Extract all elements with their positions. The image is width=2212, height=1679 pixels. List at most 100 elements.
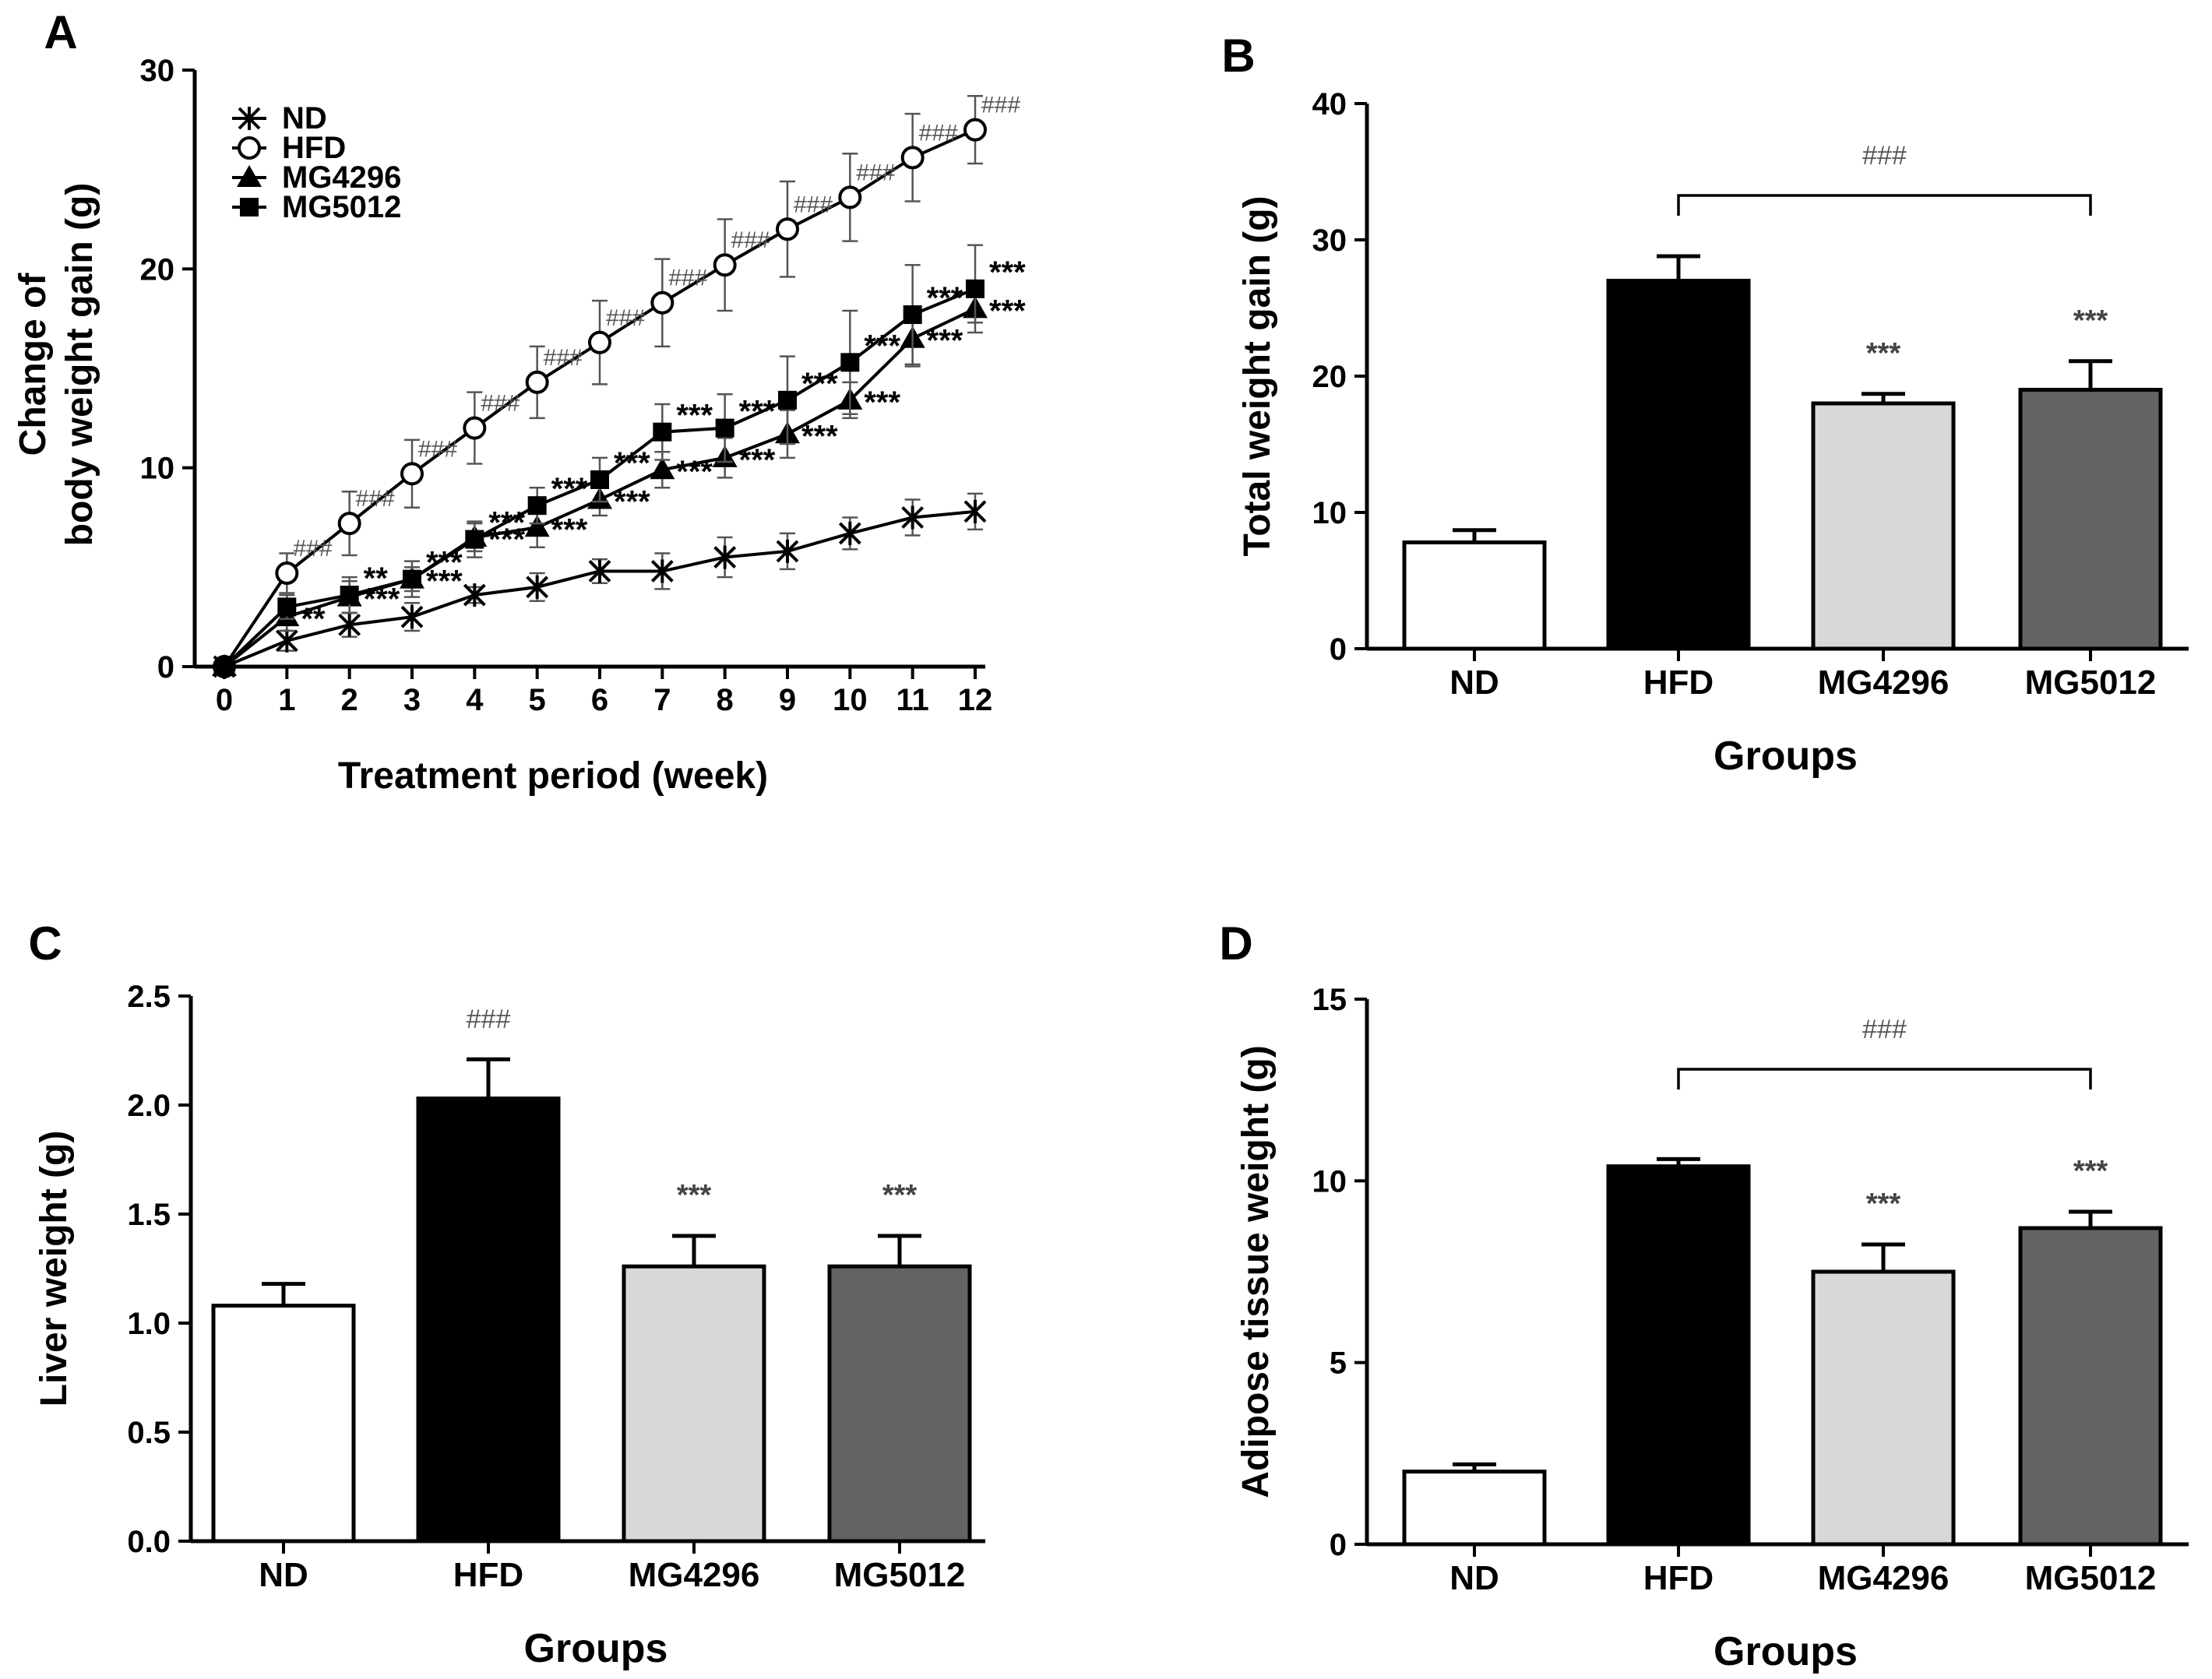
significance-mark: *** [927,324,963,358]
significance-mark: ** [301,602,326,636]
y-axis-label-line-1: Change of [12,273,54,456]
x-tick-label: ND [1449,1559,1499,1597]
data-point-nd [838,521,861,545]
y-tick-label: 1.5 [127,1198,171,1232]
panel-label-c: C [28,917,62,970]
data-point-nd [275,628,298,653]
y-tick-label: 0.0 [127,1525,171,1559]
x-tick-label: MG5012 [2025,664,2157,702]
bar-mg4296 [622,1264,766,1543]
series-mg5012: ** *************** *************** [215,244,1026,676]
data-point-hfd [963,118,987,142]
error-bar [2069,1209,2112,1228]
data-point-nd [776,539,799,563]
error-bar [262,1282,305,1306]
bar-hfd [1606,1164,1751,1547]
data-point-hfd [650,290,675,315]
panel-d: D 0 5 10 15 ND HFD MG4296 *** MG5012 *** ### Groups A… [1219,917,2189,1674]
significance-mark: *** [801,419,838,453]
data-point-hfd [776,217,799,241]
data-point-hfd [838,185,862,209]
x-tick-label: ND [1449,664,1499,702]
y-tick-label: 10 [1312,1164,1347,1199]
x-tick-label: 5 [529,683,546,717]
data-point-nd [338,613,361,637]
significance-mark: ### [731,227,770,253]
bar-mg4296 [1811,1269,1956,1547]
x-axis-label: Groups [1714,1629,1858,1674]
data-point-mg4296 [524,515,550,537]
significance-mark: *** [801,367,838,401]
bar-nd [1402,540,1547,651]
legend-label: MG4296 [282,160,401,195]
y-axis-label: Adipose tissue weight (g) [1235,1045,1277,1498]
legend-marker-nd [238,107,261,130]
data-point-nd [463,583,486,607]
error-bar [1453,528,1496,543]
legend-marker-hfd [238,136,261,160]
data-point-nd [650,559,674,583]
y-tick-label: 2.0 [127,1089,171,1123]
data-point-hfd [525,370,549,394]
bracket-label: ### [1862,1015,1907,1044]
significance-mark: *** [927,281,963,315]
error-bar [2069,359,2112,390]
significance-mark: *** [882,1179,918,1212]
significance-mark: *** [676,399,713,433]
y-tick-label: 40 [1312,87,1347,121]
x-tick-label: 1 [278,683,295,717]
x-tick-label: MG5012 [2025,1559,2157,1597]
y-tick-label: 0 [157,650,174,685]
x-tick-label: 6 [591,683,608,717]
x-tick-label: ND [259,1556,308,1594]
panel-c: C 0.0 0.5 1.0 1.5 2.0 2.5 ND HFD ### MG4296 *** MG50… [28,917,985,1671]
error-bar [1657,254,1700,281]
significance-bracket [1677,194,2092,216]
y-tick-label: 0 [1330,1528,1347,1562]
significance-mark: ### [794,192,833,217]
x-axis-label: Groups [524,1626,668,1671]
x-tick-label: HFD [453,1556,523,1594]
y-tick-label: 5 [1330,1346,1347,1381]
x-tick-label: 12 [958,683,993,717]
x-tick-label: HFD [1643,664,1714,702]
significance-mark: *** [551,512,588,547]
panel-label-b: B [1221,30,1255,82]
significance-mark: ** [364,561,389,596]
data-point-hfd [463,416,487,440]
significance-mark: *** [426,546,463,580]
data-point-mg5012 [840,353,860,372]
data-point-hfd [900,146,925,170]
data-point-mg5012 [966,279,984,298]
data-point-mg5012 [277,597,297,617]
significance-mark: ### [544,345,583,371]
bar-mg5012 [827,1264,972,1543]
x-tick-label: HFD [1643,1559,1714,1597]
x-tick-label: 0 [216,683,233,717]
data-point-mg4296 [650,457,675,480]
significance-mark: *** [2073,1155,2108,1188]
data-point-mg5012 [465,530,484,549]
legend-marker-mg5012 [240,198,259,216]
x-tick-label: 11 [896,683,929,717]
data-point-mg5012 [590,470,609,489]
significance-mark: *** [864,385,900,420]
x-tick-label: 3 [403,683,421,717]
significance-mark: *** [426,565,463,599]
bar-mg5012 [2018,1226,2163,1547]
significance-mark: *** [488,506,525,540]
panel-b: B 0 10 20 30 40 ND HFD MG4296 *** MG5012 *** ### Grou… [1221,30,2189,779]
y-tick-label: 0.5 [127,1416,171,1450]
x-tick-label: MG4296 [1818,664,1950,702]
significance-mark: ### [981,93,1020,118]
x-tick-label: MG4296 [1818,1559,1950,1597]
significance-mark: *** [989,255,1026,290]
significance-mark: *** [739,395,776,429]
x-tick-label: 8 [717,683,734,717]
significance-mark: *** [551,472,588,506]
significance-mark: *** [1866,337,1901,370]
y-tick-label: 15 [1312,983,1347,1017]
data-point-nd [400,605,424,629]
